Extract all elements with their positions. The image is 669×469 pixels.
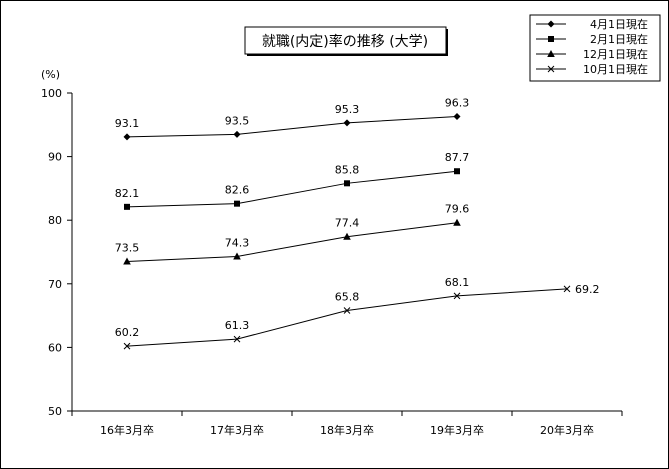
data-label: 93.5	[225, 114, 250, 127]
data-point	[343, 307, 351, 314]
legend-marker	[547, 50, 555, 57]
title-frame-shadow	[446, 29, 448, 56]
data-point	[344, 180, 350, 187]
x-tick-label: 18年3月卒	[320, 423, 374, 437]
data-label: 95.3	[335, 103, 360, 116]
legend-entry: 2月1日現在	[536, 33, 648, 46]
y-tick-label: 70	[48, 278, 62, 291]
x-tick-label: 20年3月卒	[540, 423, 594, 437]
data-label: 60.2	[115, 326, 140, 339]
data-point	[233, 335, 241, 343]
y-tick-label: 80	[48, 214, 62, 227]
legend-label: 10月1日現在	[583, 63, 648, 76]
data-point	[123, 257, 131, 265]
data-point	[453, 113, 461, 121]
data-label: 69.2	[575, 283, 600, 296]
data-point	[343, 232, 351, 240]
legend-marker	[547, 65, 555, 73]
series-4: 60.2 61.3 65.8 68.1 69.2	[115, 276, 600, 350]
series-line	[126, 222, 458, 263]
y-tick-label: 90	[48, 151, 62, 164]
data-label: 87.7	[445, 151, 470, 164]
title-frame	[244, 26, 447, 55]
legend-marker	[548, 36, 554, 42]
series-2: 82.1 82.6 85.8 87.7	[115, 151, 470, 210]
data-label: 68.1	[445, 276, 470, 289]
series-3: 73.5 74.3 77.4 79.6	[115, 203, 470, 265]
data-point	[343, 119, 351, 127]
data-label: 85.8	[335, 163, 360, 176]
data-label: 74.3	[225, 236, 250, 249]
y-ticks: 50 60 70 80 90 100	[41, 87, 72, 418]
data-label: 96.3	[445, 97, 470, 110]
legend-entry: 10月1日現在	[536, 63, 648, 76]
legend-label: 12月1日現在	[583, 48, 648, 61]
data-point	[453, 292, 461, 300]
x-tick-label: 17年3月卒	[210, 423, 264, 437]
data-point	[454, 168, 460, 175]
data-label: 73.5	[115, 242, 140, 255]
data-label: 93.1	[115, 117, 140, 130]
x-tick-label: 16年3月卒	[100, 423, 154, 437]
data-label: 77.4	[335, 217, 360, 230]
data-point	[234, 200, 240, 207]
legend-entry: 12月1日現在	[536, 48, 648, 61]
data-point	[124, 203, 130, 210]
chart-title-box: 就職(内定)率の推移 (大学)	[244, 26, 448, 56]
y-axis-label: (%)	[41, 68, 60, 81]
legend-label: 4月1日現在	[590, 18, 648, 31]
series-layer: 93.1 93.5 95.3 96.3 82.1 82.6 85.8 87.7 73.5 74.3…	[115, 97, 600, 350]
data-point	[233, 252, 241, 260]
data-label: 61.3	[225, 319, 250, 332]
y-tick-label: 60	[48, 341, 62, 354]
data-point	[233, 130, 241, 138]
data-label: 82.1	[115, 187, 140, 200]
y-tick-label: 50	[48, 405, 62, 418]
legend-entry: 4月1日現在	[536, 18, 648, 31]
data-point	[123, 342, 131, 350]
y-tick-label: 100	[41, 87, 62, 100]
x-tick-label: 19年3月卒	[430, 423, 484, 437]
data-point	[563, 285, 571, 293]
series-1: 93.1 93.5 95.3 96.3	[115, 97, 470, 141]
series-line	[126, 170, 458, 208]
chart-title: 就職(内定)率の推移 (大学)	[262, 33, 428, 50]
data-label: 79.6	[445, 203, 470, 216]
data-point	[453, 218, 461, 226]
legend-label: 2月1日現在	[590, 33, 648, 46]
legend-marker	[547, 20, 555, 28]
data-label: 82.6	[225, 184, 250, 197]
title-frame-shadow-bottom	[247, 54, 448, 56]
data-point	[123, 133, 131, 141]
data-label: 65.8	[335, 291, 360, 304]
legend: 4月1日現在 2月1日現在 12月1日現在 10月1日現在	[529, 14, 661, 82]
series-line	[126, 116, 458, 138]
x-ticks: 16年3月卒 17年3月卒 18年3月卒 19年3月卒 20年3月卒	[71, 411, 623, 437]
